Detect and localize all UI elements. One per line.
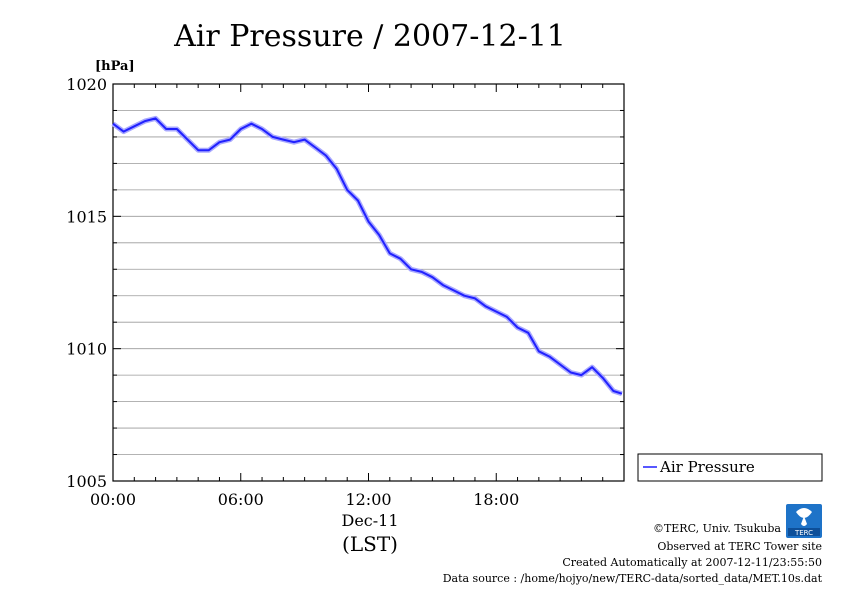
x-tick-label: 12:00 (345, 490, 391, 509)
y-tick-label: 1020 (66, 75, 107, 94)
legend-entry-air-pressure: Air Pressure (659, 458, 755, 476)
series-halo (111, 115, 623, 397)
x-tick-labels: 00:00 06:00 12:00 18:00 (90, 490, 519, 509)
y-tick-label: 1005 (66, 472, 107, 491)
x-axis-label: (LST) (342, 532, 398, 556)
chart-title: Air Pressure / 2007-12-11 (173, 19, 566, 54)
x-tick-label: 06:00 (218, 490, 264, 509)
y-tick-label: 1015 (66, 207, 107, 226)
y-tick-label: 1010 (66, 340, 107, 359)
x-tick-label: 18:00 (473, 490, 519, 509)
legend-box (637, 453, 823, 482)
series-group (111, 115, 623, 397)
series-line-air-pressure (112, 117, 623, 395)
y-axis-unit-label: [hPa] (95, 59, 135, 74)
credit-copyright: ©TERC, Univ. Tsukuba (653, 522, 781, 535)
logo-text: TERC (794, 529, 813, 537)
date-label: Dec-11 (341, 511, 398, 530)
axis-ticks (112, 83, 625, 482)
credit-source: Data source : /home/hojyo/new/TERC-data/… (443, 572, 823, 585)
credit-observed: Observed at TERC Tower site (657, 540, 822, 553)
y-tick-labels: 1020 1015 1010 1005 (66, 75, 107, 491)
credit-created: Created Automatically at 2007-12-11/23:5… (562, 556, 822, 569)
x-tick-label: 00:00 (90, 490, 136, 509)
grid-lines (113, 110, 624, 455)
terc-logo: TERC (786, 504, 822, 538)
